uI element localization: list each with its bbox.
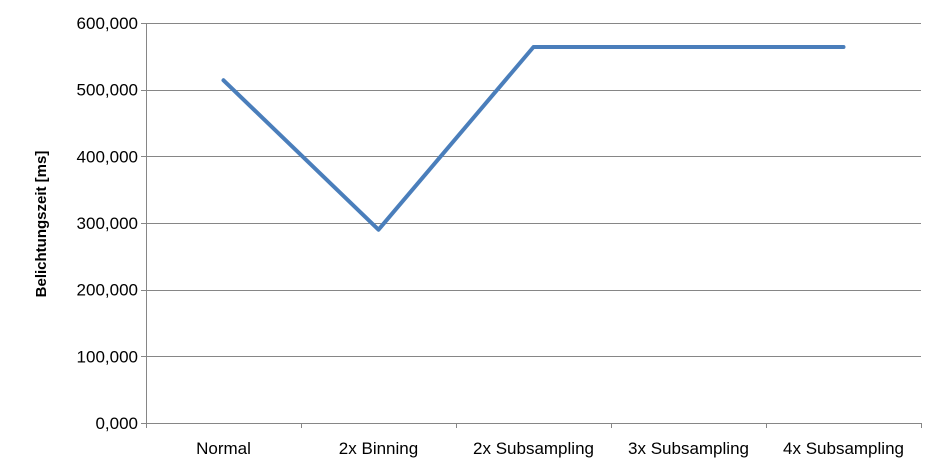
series-line	[221, 45, 846, 232]
x-tick-label: 3x Subsampling	[628, 439, 749, 458]
y-tick-labels: 0,000 100,000 200,000 300,000 400,000 500,000…	[77, 14, 138, 433]
x-tick-label: 4x Subsampling	[783, 439, 904, 458]
y-tick-label: 200,000	[77, 281, 138, 300]
y-tick-label: 500,000	[77, 81, 138, 100]
x-tick-label: Normal	[196, 439, 251, 458]
gridlines	[146, 23, 921, 357]
y-axis-title: Belichtungszeit [ms]	[33, 151, 50, 298]
series-lines	[221, 45, 846, 232]
y-tick-label: 600,000	[77, 14, 138, 33]
y-tick-label: 100,000	[77, 347, 138, 366]
y-tick-label: 300,000	[77, 214, 138, 233]
x-tick-labels: Normal 2x Binning 2x Subsampling 3x Subsamp…	[196, 439, 904, 458]
y-tick-label: 0,000	[95, 414, 138, 433]
x-tick-label: 2x Subsampling	[473, 439, 594, 458]
axes	[141, 23, 922, 428]
x-tick-label: 2x Binning	[339, 439, 418, 458]
y-tick-label: 400,000	[77, 147, 138, 166]
